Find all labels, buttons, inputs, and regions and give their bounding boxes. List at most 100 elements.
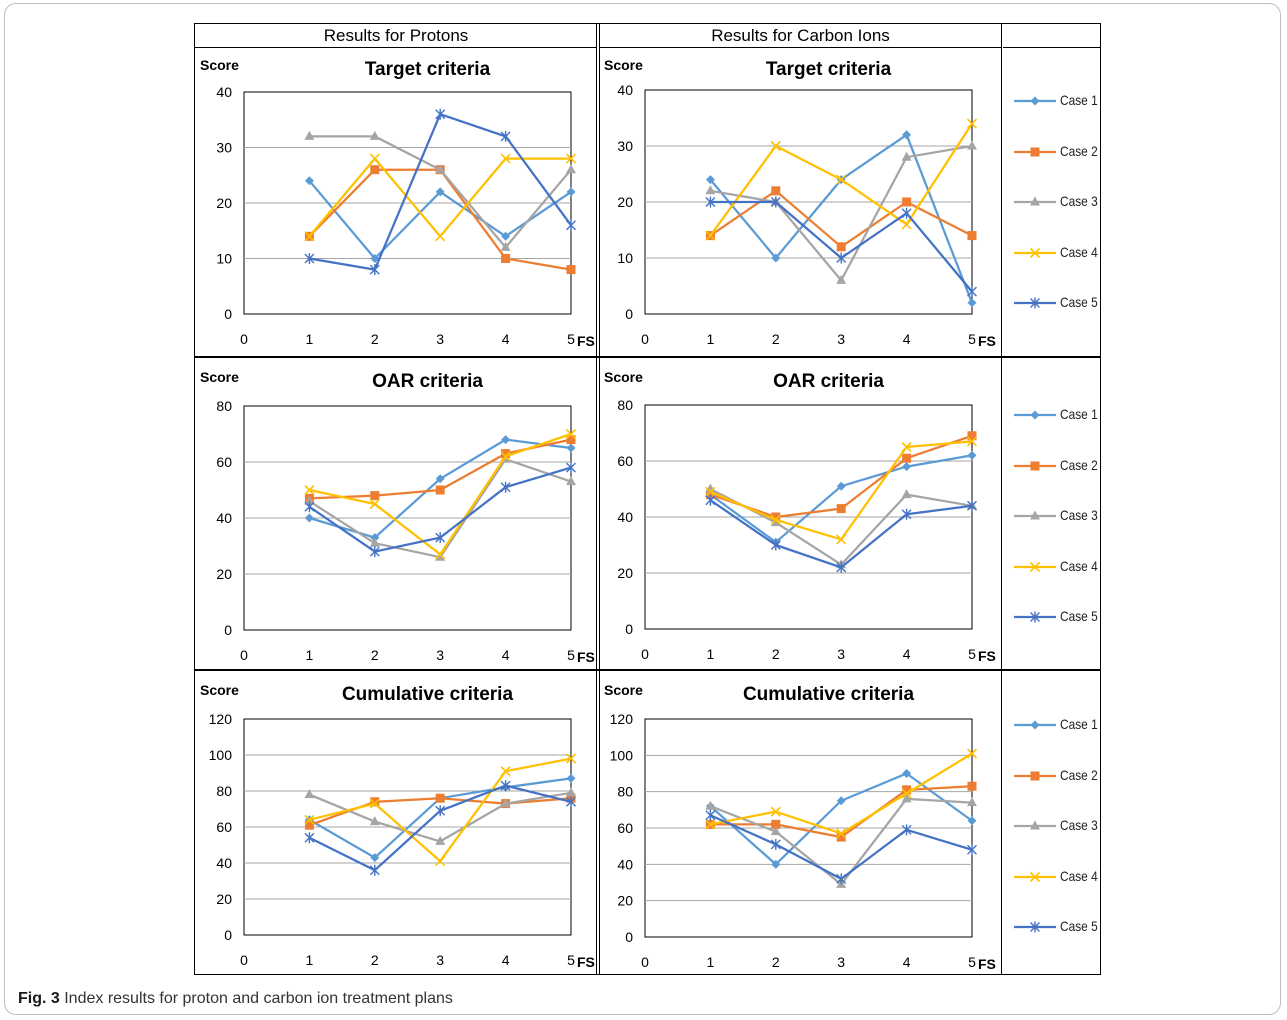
data-point [771, 186, 781, 196]
data-point [705, 494, 716, 506]
data-point [901, 207, 912, 219]
series-line [308, 777, 572, 859]
x-axis-label: FS [577, 954, 595, 970]
data-point [435, 793, 445, 803]
data-point [770, 140, 781, 152]
data-point [902, 462, 912, 472]
x-tick-label: 5 [567, 647, 575, 663]
data-point [500, 780, 511, 792]
series-1 [304, 435, 576, 543]
y-tick-label: 40 [617, 509, 633, 525]
y-axis-label: Score [604, 682, 643, 698]
data-point [369, 798, 380, 809]
data-point [771, 859, 781, 869]
figure-table: Results for Protons Results for Carbon I… [194, 23, 1101, 975]
chart-svg: 0 20 40 60 80 100 120 0 1 2 3 4 5 Cumulative criteria… [200, 682, 595, 970]
x-tick-label: 5 [567, 331, 575, 347]
data-point [369, 546, 380, 558]
data-point [705, 196, 716, 208]
legend-label: Case 4 [1060, 557, 1098, 574]
series-5 [304, 462, 576, 558]
data-point [370, 853, 380, 863]
data-point [500, 451, 511, 462]
data-point [435, 474, 445, 484]
data-point [705, 185, 716, 195]
x-tick-label: 3 [436, 952, 444, 968]
data-point [566, 476, 576, 486]
data-point [901, 219, 912, 230]
legend-swatch [1014, 921, 1056, 933]
legend-label: Case 5 [1060, 294, 1098, 310]
chart-svg: 0 20 40 60 80 100 120 0 1 2 3 4 5 Cumulative criteria… [604, 682, 996, 972]
legend-swatch [1014, 297, 1056, 309]
x-tick-label: 4 [502, 952, 510, 968]
legend-swatch [1014, 611, 1056, 623]
x-tick-label: 3 [436, 647, 444, 663]
x-tick-label: 4 [903, 646, 911, 662]
data-point [566, 462, 576, 474]
legend-label: Case 3 [1060, 817, 1098, 833]
legend-swatch [1014, 720, 1056, 730]
data-point [967, 500, 977, 512]
data-point [967, 781, 977, 791]
data-point [500, 241, 511, 251]
data-point [967, 797, 977, 807]
series-line [709, 772, 973, 866]
data-point [500, 798, 511, 808]
series-4 [705, 748, 978, 839]
series-5 [705, 196, 977, 298]
x-tick-label: 3 [837, 331, 845, 347]
legend-swatch [1014, 561, 1056, 572]
data-point [304, 513, 314, 523]
x-tick-label: 2 [371, 952, 379, 968]
data-point [705, 819, 716, 830]
y-tick-label: 10 [216, 251, 232, 267]
data-point [901, 793, 912, 803]
data-point [902, 130, 912, 140]
x-tick-label: 1 [306, 647, 314, 663]
series-5 [304, 108, 576, 276]
legend-label: Case 5 [1060, 918, 1098, 934]
legend-label: Case 1 [1060, 716, 1098, 732]
series-5 [304, 780, 576, 876]
legend-swatch [1014, 771, 1056, 780]
data-point [435, 231, 446, 242]
data-point [370, 533, 380, 543]
series-4 [304, 428, 577, 560]
data-point [902, 769, 912, 778]
data-point [370, 797, 380, 807]
legend-label: Case 4 [1060, 867, 1098, 884]
y-tick-label: 80 [216, 783, 232, 799]
header-legend-empty [1003, 24, 1100, 48]
data-point [770, 838, 781, 850]
series-2 [304, 165, 576, 275]
chart-svg: 0 20 40 60 80 0 1 2 3 4 5 OAR criteria Score FS [604, 369, 996, 664]
data-point [369, 153, 380, 164]
row-divider [195, 669, 1100, 671]
data-point [901, 489, 912, 499]
y-tick-label: 0 [625, 306, 633, 322]
data-point [370, 254, 380, 263]
series-4 [304, 153, 577, 242]
y-axis-label: Score [200, 57, 239, 73]
data-point [565, 153, 577, 164]
data-point [966, 748, 978, 759]
y-axis-label: Score [200, 369, 239, 385]
chart-protons-oar: 0 20 40 60 80 0 1 2 3 4 5 OAR criteria Score FS [194, 360, 595, 665]
data-point [705, 490, 715, 500]
y-axis-label: Score [200, 682, 239, 698]
x-tick-label: 4 [502, 647, 510, 663]
data-point [369, 864, 380, 876]
legend-cumulative: Case 1 Case 2 Case 3 Case 4 Case 5 [1012, 716, 1098, 956]
y-tick-label: 20 [216, 195, 232, 211]
y-tick-label: 60 [617, 820, 633, 836]
series-4 [705, 118, 978, 241]
legend-swatch [1014, 247, 1056, 258]
x-tick-label: 1 [306, 952, 314, 968]
data-point [770, 826, 781, 836]
chart-title: Target criteria [766, 59, 892, 80]
chart-protons-target: 0 10 20 30 40 0 1 2 3 4 5 Target criteria Score FS [194, 48, 595, 349]
x-tick-label: 3 [436, 331, 444, 347]
chart-title: Cumulative criteria [342, 684, 513, 705]
x-tick-label: 3 [837, 646, 845, 662]
